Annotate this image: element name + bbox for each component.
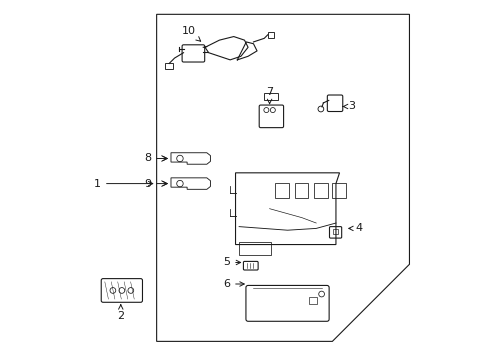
- Bar: [164, 63, 173, 69]
- Bar: [308, 297, 316, 304]
- Text: 5: 5: [223, 257, 240, 267]
- Text: 9: 9: [144, 179, 167, 189]
- Bar: [239, 242, 271, 255]
- Text: 2: 2: [117, 305, 124, 321]
- Bar: [264, 93, 277, 100]
- Text: 3: 3: [342, 102, 355, 112]
- Bar: [314, 183, 327, 198]
- Bar: [332, 229, 337, 234]
- Bar: [274, 183, 288, 198]
- Text: 1: 1: [94, 179, 152, 189]
- Bar: [267, 32, 274, 38]
- Bar: [332, 183, 346, 198]
- Text: 7: 7: [265, 87, 273, 104]
- Text: 8: 8: [144, 153, 167, 163]
- Bar: [294, 183, 308, 198]
- Text: 10: 10: [182, 26, 200, 41]
- Text: 4: 4: [348, 224, 362, 233]
- Text: 6: 6: [223, 279, 244, 289]
